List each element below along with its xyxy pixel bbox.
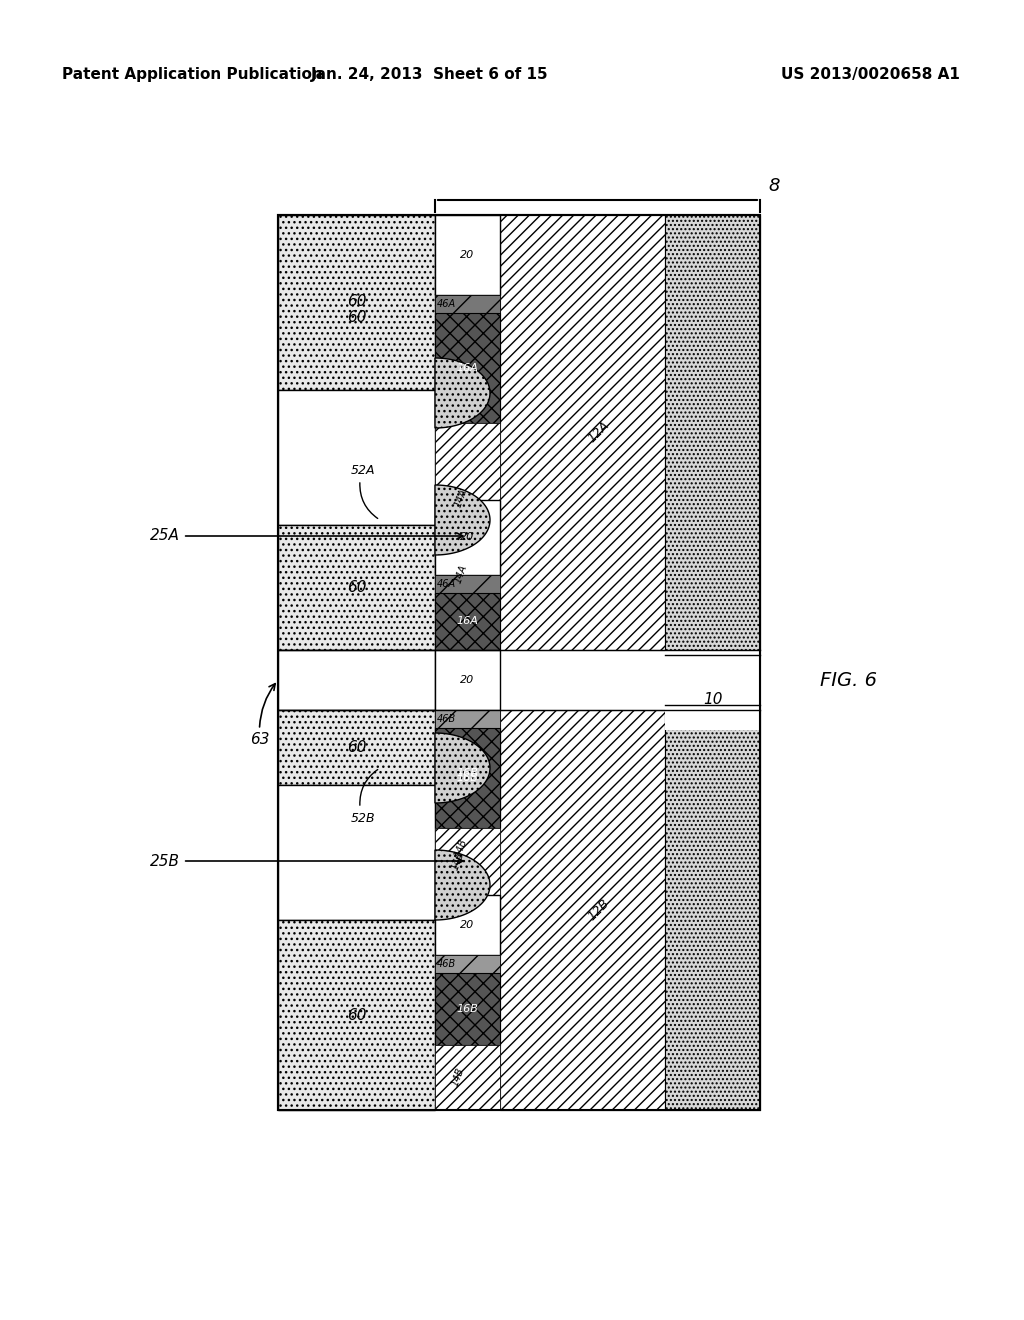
Bar [278, 215, 760, 1110]
Bar [435, 828, 500, 895]
Text: 8: 8 [768, 177, 779, 195]
Bar [435, 593, 500, 649]
Text: Patent Application Publication: Patent Application Publication [62, 67, 323, 82]
Text: 14B: 14B [453, 837, 469, 859]
Bar [435, 729, 500, 828]
Text: 52B: 52B [350, 812, 375, 825]
Text: 20: 20 [461, 532, 475, 543]
Polygon shape [435, 484, 490, 554]
Bar [435, 895, 500, 954]
Polygon shape [435, 850, 490, 920]
Text: 14A: 14A [453, 564, 469, 585]
Text: 60: 60 [347, 739, 367, 755]
Bar [278, 785, 435, 920]
Bar [435, 576, 500, 593]
Bar [278, 215, 760, 1110]
Text: 63: 63 [250, 684, 275, 747]
Text: 20: 20 [461, 920, 475, 931]
Bar [435, 500, 500, 576]
Bar [435, 649, 500, 710]
Text: 16B: 16B [457, 768, 478, 777]
Bar [500, 710, 665, 1110]
Bar [278, 215, 435, 389]
Text: 14B: 14B [450, 1067, 466, 1088]
Bar [665, 215, 760, 649]
Text: 46B: 46B [437, 714, 457, 723]
Text: 25A: 25A [151, 528, 463, 544]
Text: 46A: 46A [437, 579, 456, 589]
Text: 16A: 16A [457, 616, 478, 626]
Bar [435, 313, 500, 422]
Text: 52A: 52A [350, 463, 375, 477]
Bar [278, 389, 435, 525]
Text: 60: 60 [347, 294, 367, 309]
Bar [435, 818, 500, 878]
Text: 16B: 16B [457, 1005, 478, 1014]
Bar [278, 649, 435, 710]
Bar [435, 710, 500, 729]
Text: 20: 20 [461, 249, 475, 260]
Text: 60: 60 [347, 309, 367, 325]
Text: 25B: 25B [150, 854, 463, 869]
Text: 14B: 14B [450, 850, 466, 871]
Bar [435, 294, 500, 313]
Bar [435, 729, 500, 818]
Text: 60: 60 [347, 579, 367, 594]
Bar [435, 710, 500, 729]
Text: FIG. 6: FIG. 6 [820, 671, 877, 689]
Bar [435, 1045, 500, 1110]
Bar [665, 649, 760, 730]
Polygon shape [435, 733, 490, 803]
Text: 60: 60 [347, 1007, 367, 1023]
Bar [278, 920, 435, 1110]
Bar [435, 954, 500, 973]
Text: 46A: 46A [437, 300, 456, 309]
Text: 14A: 14A [453, 487, 469, 508]
Text: 10: 10 [702, 693, 722, 708]
Text: 12B: 12B [586, 896, 612, 923]
Text: 20: 20 [461, 675, 475, 685]
Text: Jan. 24, 2013  Sheet 6 of 15: Jan. 24, 2013 Sheet 6 of 15 [311, 67, 549, 82]
Text: 12A: 12A [586, 418, 612, 445]
Text: US 2013/0020658 A1: US 2013/0020658 A1 [781, 67, 961, 82]
Bar [278, 215, 435, 420]
Bar [435, 973, 500, 1045]
Bar [435, 422, 500, 649]
Polygon shape [435, 358, 490, 428]
Bar [500, 215, 665, 649]
Text: 46B: 46B [437, 960, 457, 969]
Bar [665, 710, 760, 1110]
Bar [278, 710, 435, 785]
Text: 16B: 16B [457, 774, 478, 783]
Bar [278, 525, 435, 649]
Text: 16A: 16A [457, 363, 478, 374]
Bar [435, 215, 500, 294]
